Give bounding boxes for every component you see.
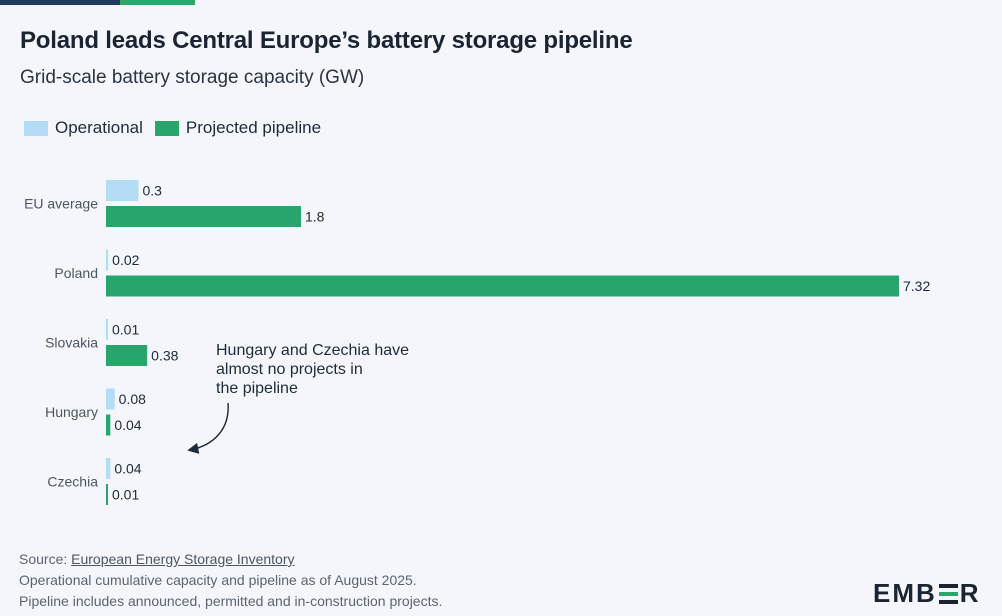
logo-text-right: R <box>959 578 981 608</box>
annotation-arrow <box>187 402 229 454</box>
data-label-pipeline-czechia: 0.01 <box>112 487 139 503</box>
bar-pipeline-slovakia <box>106 345 148 366</box>
data-label-operational-slovakia: 0.01 <box>112 322 139 338</box>
data-label-operational-poland: 0.02 <box>112 252 139 268</box>
ember-logo: EMB R <box>873 578 981 609</box>
bar-operational-poland <box>106 249 109 271</box>
legend-swatch-pipeline <box>154 120 179 136</box>
data-label-pipeline-eu-average: 1.8 <box>305 209 325 225</box>
chart-title: Poland leads Central Europe’s battery st… <box>20 27 633 54</box>
data-label-operational-eu-average: 0.3 <box>143 183 163 199</box>
data-label-operational-hungary: 0.08 <box>119 391 146 407</box>
source-prefix: Source: <box>19 551 72 567</box>
bars-group: EU average 0.3 1.8 Poland 0.02 7.32 Slovakia 0.… <box>24 180 930 505</box>
legend-item-pipeline: Projected pipeline <box>154 118 322 138</box>
annotation-text: Hungary and Czechia have almost no projec… <box>216 342 409 397</box>
bar-operational-hungary <box>106 388 115 410</box>
source-line: Source: European Energy Storage Inventor… <box>19 549 442 570</box>
bar-pipeline-hungary <box>106 414 111 436</box>
footer: Source: European Energy Storage Inventor… <box>19 549 442 612</box>
source-link[interactable]: European Energy Storage Inventory <box>71 551 295 567</box>
data-label-pipeline-slovakia: 0.38 <box>151 348 178 364</box>
legend-label-operational: Operational <box>55 118 143 137</box>
bar-operational-czechia <box>106 458 111 479</box>
footer-note-2: Pipeline includes announced, permitted a… <box>19 593 443 609</box>
category-label-eu-average: EU average <box>24 196 98 212</box>
category-label-hungary: Hungary <box>45 404 98 420</box>
logo-e-mark <box>938 583 958 604</box>
legend-item-operational: Operational <box>24 118 143 138</box>
accent-bar-dark <box>0 0 120 5</box>
category-label-czechia: Czechia <box>47 474 98 490</box>
bar-operational-slovakia <box>106 319 108 340</box>
bar-operational-eu-average <box>106 180 139 201</box>
bar-pipeline-poland <box>106 275 899 297</box>
data-label-pipeline-hungary: 0.04 <box>114 417 141 433</box>
data-label-operational-czechia: 0.04 <box>114 461 141 477</box>
category-label-slovakia: Slovakia <box>45 335 98 351</box>
chart-subtitle: Grid-scale battery storage capacity (GW) <box>20 67 365 88</box>
accent-bar-green <box>120 0 195 5</box>
legend-label-pipeline: Projected pipeline <box>185 118 322 137</box>
bar-pipeline-eu-average <box>106 206 301 227</box>
logo-text-left: EMB <box>873 578 937 608</box>
bar-chart: EU average 0.3 1.8 Poland 0.02 7.32 Slovakia 0.… <box>24 180 930 505</box>
legend: Operational Projected pipeline <box>24 118 333 138</box>
data-label-pipeline-poland: 7.32 <box>903 278 930 294</box>
legend-swatch-operational <box>24 120 48 136</box>
category-label-poland: Poland <box>54 265 98 281</box>
footer-note-1: Operational cumulative capacity and pipe… <box>19 572 417 588</box>
top-accent-bar <box>0 0 195 5</box>
bar-pipeline-czechia <box>106 484 108 505</box>
